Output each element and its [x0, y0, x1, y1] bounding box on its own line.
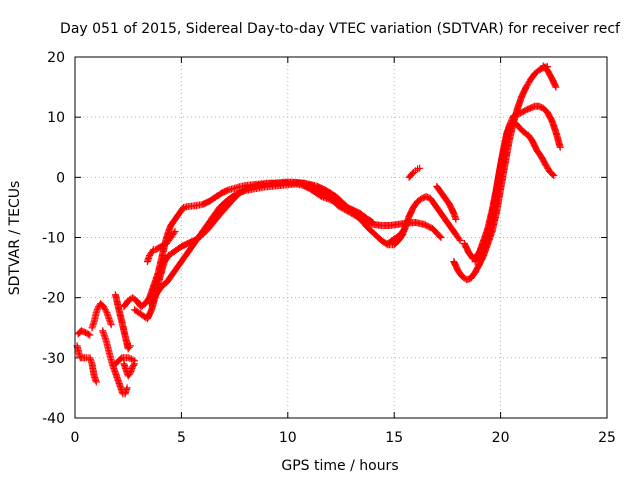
series-markers — [73, 342, 100, 386]
y-tick-label: -20 — [42, 291, 65, 307]
series-track-mid-3 — [433, 182, 460, 223]
series-track-early-2 — [74, 327, 94, 339]
series-markers — [143, 228, 179, 266]
series-track-early-4 — [99, 327, 131, 398]
x-tick-label: 15 — [385, 430, 403, 446]
series-markers — [539, 62, 560, 91]
chart-title: Day 051 of 2015, Sidereal Day-to-day VTE… — [60, 21, 621, 37]
y-tick-label: -40 — [42, 411, 65, 427]
series-markers — [111, 354, 139, 368]
y-tick-label: 0 — [56, 170, 65, 186]
series-markers — [405, 164, 424, 181]
y-tick-label: 10 — [47, 110, 65, 126]
series-track-early-6 — [120, 360, 139, 380]
series-markers — [146, 180, 377, 308]
x-tick-label: 25 — [598, 430, 616, 446]
series-track-early-3 — [88, 300, 115, 332]
x-tick-label: 20 — [492, 430, 510, 446]
y-tick-label: -30 — [42, 351, 65, 367]
series-track-late-4 — [539, 62, 560, 91]
y-tick-label: 20 — [47, 50, 65, 66]
series-markers — [99, 327, 131, 398]
y-axis-label: SDTVAR / TECUs — [7, 181, 23, 296]
series-markers — [74, 327, 94, 339]
series-markers — [433, 182, 460, 223]
series-track-b — [131, 179, 445, 323]
data-points — [73, 62, 564, 398]
series-track-c — [146, 180, 377, 308]
series-track-small — [143, 228, 179, 266]
series-track-late-3 — [460, 119, 558, 263]
series-markers — [88, 300, 115, 332]
series-track-early-1 — [73, 342, 100, 386]
series-markers — [460, 119, 558, 263]
y-tick-label: -10 — [42, 231, 65, 247]
x-tick-label: 10 — [279, 430, 297, 446]
series-track-mid-2 — [405, 164, 424, 181]
axis-tick-labels: 0 5 10 15 20 25 -40 -30 -20 -10 0 10 20 — [42, 50, 616, 446]
series-markers — [111, 291, 134, 353]
series-markers — [384, 193, 464, 247]
x-tick-label: 5 — [177, 430, 186, 446]
series-markers — [120, 360, 139, 380]
series-track-isolated — [111, 291, 134, 353]
plot-frame — [74, 56, 608, 419]
series-markers — [131, 179, 445, 323]
series-track-early-5 — [111, 354, 139, 368]
x-axis-label: GPS time / hours — [281, 458, 398, 474]
x-tick-label: 0 — [71, 430, 80, 446]
series-track-mid — [384, 193, 464, 247]
